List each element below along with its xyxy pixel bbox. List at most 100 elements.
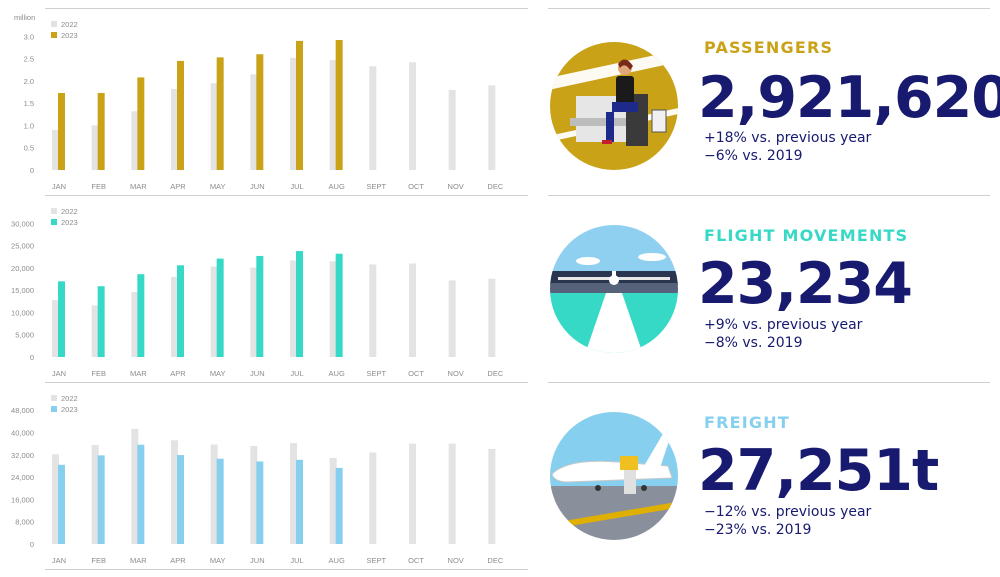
x-tick-label-oct: OCT [408, 182, 424, 191]
bar-2023-aug [335, 253, 343, 357]
x-tick-label-apr: APR [170, 182, 186, 191]
kpi-value: 2,921,620 [698, 65, 1000, 131]
passenger-illustration-icon [550, 42, 678, 170]
kpi-title: PASSENGERS [704, 38, 834, 57]
runway-airplane-icon [550, 225, 678, 353]
bar-2022-mar [131, 292, 139, 357]
x-tick-label-jan: JAN [52, 556, 66, 565]
bar-2022-dec [488, 85, 496, 170]
bar-2022-jun [250, 445, 258, 544]
bar-2022-oct [409, 443, 416, 544]
bar-2022-jan [52, 300, 59, 357]
legend-label-2022: 2022 [61, 20, 78, 29]
x-tick-label-mar: MAR [130, 369, 147, 378]
y-tick-label: 8,000 [15, 518, 34, 527]
bar-2022-apr [171, 88, 178, 170]
y-tick-label: 10,000 [11, 308, 34, 317]
bar-2023-feb [97, 286, 105, 357]
x-tick-label-jun: JUN [250, 556, 265, 565]
bar-2023-jul [296, 251, 303, 357]
freight-chart: 0 8,000 16,000 24,000 32,000 40,000 48,000 2022… [0, 382, 540, 570]
bar-2023-feb [97, 455, 105, 544]
x-tick-label-sept: SEPT [367, 369, 387, 378]
x-tick-label-dec: DEC [487, 556, 503, 565]
legend-swatch-2023 [51, 406, 57, 412]
y-tick-label: 5,000 [15, 331, 34, 340]
x-tick-label-nov: NOV [448, 369, 464, 378]
y-tick-label: 24,000 [11, 473, 34, 482]
y-tick-label: 16,000 [11, 495, 34, 504]
bar-2022-jun [250, 74, 258, 170]
bar-2022-nov [448, 89, 456, 170]
bar-2022-jan [52, 129, 59, 170]
bar-2022-jul [290, 260, 297, 357]
bar-2023-jul [296, 40, 303, 170]
x-tick-label-feb: FEB [91, 369, 106, 378]
rule-mid1-left [45, 195, 528, 196]
x-tick-label-aug: AUG [329, 556, 345, 565]
bar-2022-feb [91, 305, 99, 357]
bar-2022-dec [488, 278, 496, 357]
flight-movements-chart: 0 5,000 10,000 15,000 20,000 25,000 30,000 2022… [0, 195, 540, 383]
bar-2023-jan [58, 464, 65, 544]
y-tick-label: 0 [30, 540, 34, 549]
passengers-kpi: PASSENGERS 2,921,620 +18% vs. previous y… [548, 8, 1000, 196]
bar-2023-jun [256, 54, 264, 170]
x-tick-label-oct: OCT [408, 556, 424, 565]
y-tick-label: 32,000 [11, 451, 34, 460]
x-tick-label-jul: JUL [290, 369, 303, 378]
y-tick-label: 2.0 [24, 77, 34, 86]
bar-2022-jan [52, 454, 59, 544]
bar-2023-aug [335, 467, 343, 544]
legend-label-2022: 2022 [61, 394, 78, 403]
y-tick-label: 20,000 [11, 264, 34, 273]
kpi-change-previous-year: +18% vs. previous year [704, 130, 872, 146]
bar-2022-may [210, 83, 218, 170]
bar-2023-may [216, 458, 224, 544]
x-tick-label-nov: NOV [448, 182, 464, 191]
x-tick-label-feb: FEB [91, 556, 106, 565]
bar-2022-dec [488, 448, 496, 544]
rule-bottom-left [45, 569, 528, 570]
cargo-plane-icon [550, 412, 678, 540]
x-tick-label-jan: JAN [52, 369, 66, 378]
y-tick-label: 40,000 [11, 428, 34, 437]
bar-2022-jul [290, 443, 297, 544]
x-tick-label-sept: SEPT [367, 556, 387, 565]
y-tick-label: 1.5 [24, 99, 34, 108]
bar-2022-apr [171, 440, 178, 544]
bar-2023-mar [137, 444, 145, 544]
bar-2023-jun [256, 255, 264, 357]
x-tick-label-mar: MAR [130, 556, 147, 565]
x-tick-label-may: MAY [210, 182, 226, 191]
rule-mid2-right [548, 382, 990, 383]
y-tick-label: 1.0 [24, 121, 34, 130]
bar-2023-mar [137, 77, 145, 170]
x-tick-label-dec: DEC [487, 182, 503, 191]
bar-2022-mar [131, 111, 139, 170]
bar-2023-apr [177, 265, 184, 357]
legend-swatch-2022 [51, 208, 57, 214]
bar-2022-nov [448, 443, 456, 544]
legend-label-2023: 2023 [61, 31, 78, 40]
rule-top-left [45, 8, 528, 9]
bar-2022-jul [290, 57, 297, 171]
bar-2022-sept [369, 452, 377, 544]
legend-label-2023: 2023 [61, 405, 78, 414]
x-tick-label-may: MAY [210, 369, 226, 378]
kpi-change-2019: −23% vs. 2019 [704, 522, 812, 538]
bar-2023-jul [296, 459, 303, 544]
rule-mid2-left [45, 382, 528, 383]
bar-2023-apr [177, 60, 184, 170]
rule-top-right [548, 8, 990, 9]
bar-2022-feb [91, 125, 99, 170]
flight-movements-kpi: FLIGHT MOVEMENTS 23,234 +9% vs. previous… [548, 195, 1000, 383]
x-tick-label-jun: JUN [250, 182, 265, 191]
bar-2023-jan [58, 92, 65, 170]
kpi-title: FLIGHT MOVEMENTS [704, 226, 909, 245]
x-tick-label-aug: AUG [329, 182, 345, 191]
x-tick-label-apr: APR [170, 556, 186, 565]
x-tick-label-mar: MAR [130, 182, 147, 191]
y-tick-label: 30,000 [11, 219, 34, 228]
bar-2023-aug [335, 40, 343, 170]
